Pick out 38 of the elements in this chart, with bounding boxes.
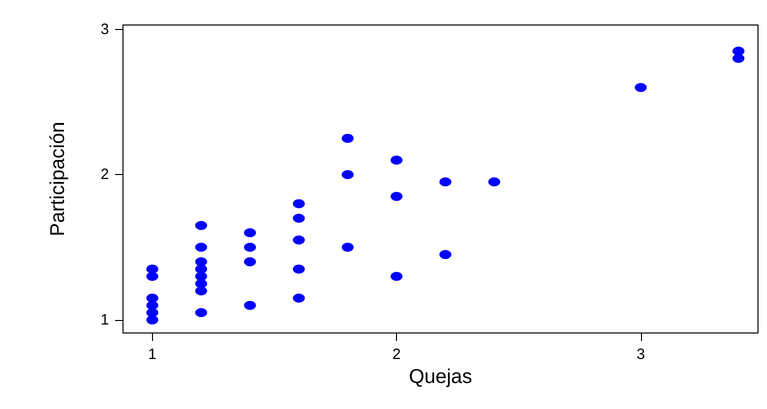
- y-tick-label: 2: [100, 166, 109, 184]
- y-tick-label: 1: [100, 311, 109, 328]
- point: [732, 54, 744, 63]
- point: [195, 308, 208, 318]
- point: [439, 250, 452, 260]
- point: [390, 272, 403, 281]
- point: [146, 272, 158, 281]
- point: [342, 170, 354, 180]
- point: [342, 134, 354, 143]
- point: [342, 242, 354, 252]
- point: [292, 236, 305, 245]
- point: [292, 214, 305, 223]
- point: [195, 279, 208, 288]
- point: [195, 220, 208, 230]
- x-axis-title: Quejas: [408, 366, 472, 388]
- y-axis-title: Participación: [47, 122, 69, 236]
- point: [292, 199, 305, 208]
- point: [488, 177, 500, 186]
- x-tick-label: 3: [636, 346, 645, 363]
- point: [732, 46, 744, 56]
- point: [439, 177, 452, 186]
- point: [146, 315, 158, 324]
- point: [292, 264, 305, 274]
- x-tick-label: 2: [392, 346, 401, 363]
- point: [195, 264, 208, 274]
- point: [195, 286, 208, 296]
- point: [146, 264, 158, 274]
- point: [292, 294, 305, 303]
- x-tick-label: 1: [148, 346, 156, 363]
- point: [244, 257, 256, 266]
- point: [244, 242, 256, 252]
- y-tick-label: 3: [100, 20, 109, 38]
- point: [244, 300, 256, 310]
- point: [634, 82, 647, 92]
- point: [390, 156, 403, 165]
- point: [390, 192, 403, 201]
- point: [244, 228, 256, 238]
- point: [195, 242, 208, 252]
